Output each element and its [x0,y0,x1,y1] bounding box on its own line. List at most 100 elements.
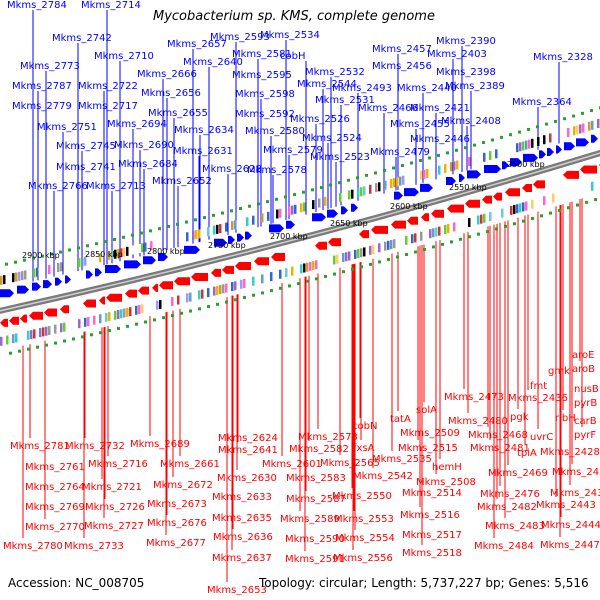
marker [135,322,138,326]
top-gene-label: Mkms_2684 [118,159,178,170]
marker [437,153,440,157]
feature-block [270,272,273,282]
marker [522,219,525,223]
feature-block [360,248,363,258]
map-title: Mycobacterium sp. KMS, complete genome [153,9,435,24]
feature-block [195,230,198,240]
feature-block [516,204,519,214]
feature-block [348,251,351,261]
feature-block [552,193,555,203]
feature-block [510,205,513,215]
feature-block [378,182,381,192]
marker [468,235,471,239]
gene-arrow [510,158,522,167]
feature-block [531,199,534,209]
top-gene-label: Mkms_2581 [232,49,292,60]
bottom-gene-label: Mkms_2556 [333,553,393,564]
feature-block [573,126,576,136]
feature-block [522,202,525,212]
bottom-gene-label: Mkms_2641 [218,445,278,456]
marker [270,289,273,293]
bottom-gene-label: Mkms_2732 [65,441,125,452]
marker [59,250,62,254]
marker [45,343,48,347]
kbp-tick-label: 2500 kbp [507,160,545,169]
feature-block [126,246,129,256]
feature-block [384,241,387,251]
feature-block [78,319,81,329]
feature-block [300,203,303,213]
gene-arrow [159,281,173,290]
feature-block [90,316,93,326]
top-gene-label: Mkms_2523 [310,152,370,163]
feature-block [348,190,351,200]
gene-arrow [211,268,221,277]
bottom-gene-label: Mkms_2633 [212,492,272,503]
feature-block [357,249,360,259]
marker [414,250,417,254]
marker [23,258,26,262]
marker [419,158,422,162]
bottom-gene-label: Mkms_2433 [552,467,600,478]
feature-block [291,266,294,276]
feature-block [207,288,210,298]
top-gene-label: Mkms_2710 [94,51,154,62]
feature-block [39,328,42,338]
marker [329,183,332,187]
gene-arrow [214,238,227,247]
feature-block [525,201,528,211]
feature-block [588,121,591,131]
feature-block [27,330,30,340]
bottom-gene-label: Mkms_2781 [10,441,70,452]
marker [50,252,53,256]
feature-block [111,250,114,260]
marker [297,282,300,286]
bottom-gene-label: Mkms_2476 [480,489,540,500]
feature-block [528,139,531,149]
feature-block [150,241,153,251]
marker [401,163,404,167]
marker [32,256,35,260]
marker [95,242,98,246]
gene-arrow [522,183,532,192]
top-gene-label: Mkms_2766 [28,181,88,192]
marker [230,209,233,213]
feature-block [399,176,402,186]
feature-block [363,186,366,196]
gene-arrow [124,260,141,269]
feature-block [15,272,18,282]
marker [572,114,575,118]
feature-block [294,204,297,214]
marker [306,279,309,283]
bottom-gene-label: Mkms_2518 [402,548,462,559]
bottom-gene-label: Mkms_2444 [541,520,600,531]
gene-arrow [125,289,137,298]
top-gene-label: Mkms_2717 [78,101,138,112]
feature-block [324,196,327,206]
marker [378,260,381,264]
gene-arrow [43,280,52,289]
top-gene-label: Mkms_2389 [445,81,505,92]
marker [216,302,219,306]
gene-arrow [55,277,62,286]
top-gene-label: Mkms_2742 [52,33,112,44]
marker [509,133,512,137]
feature-block [252,215,255,225]
marker [513,222,516,226]
feature-block [438,226,441,236]
bottom-gene-label: Mkms_2542 [353,471,413,482]
gene-arrow [563,170,579,179]
bottom-gene-label: Mkms_2589 [280,514,340,525]
marker [315,277,318,281]
gene-arrow [391,220,406,229]
feature-block [219,285,222,295]
marker [464,146,467,150]
feature-block [402,175,405,185]
marker [140,231,143,235]
marker [347,178,350,182]
marker [504,224,507,228]
feature-block [246,217,249,227]
top-gene-label: Mkms_2628 [202,164,262,175]
top-gene-label: Mkms_2694 [107,119,167,130]
